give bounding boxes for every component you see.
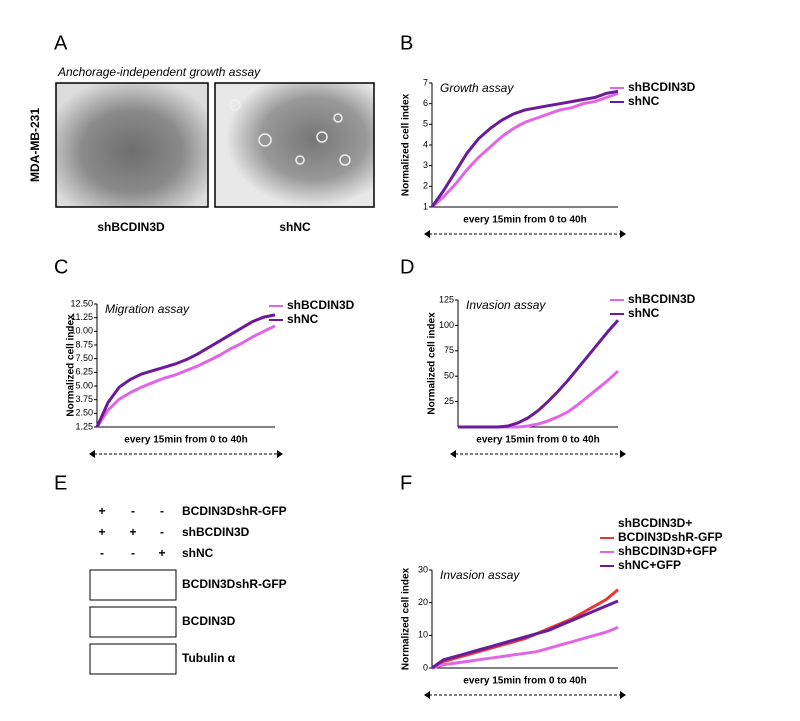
y-tick-label: 75 [444,345,454,355]
condition-sign: - [160,504,164,518]
panel-e [89,569,177,675]
y-tick-label: 10 [418,630,428,640]
y-tick-label: 11.25 [71,312,93,322]
condition-sign: + [98,504,105,518]
chart-title: Invasion assay [440,568,520,582]
y-tick-label: 1 [423,201,428,211]
panel-label: F [400,472,412,494]
y-tick-label: 50 [444,371,454,381]
y-tick-label: 125 [439,294,454,304]
y-tick-label: 5.00 [75,380,93,390]
y-axis-label: Normalized cell index [401,567,412,670]
y-tick-label: 4 [423,139,428,149]
legend-label: shNC [628,94,660,108]
panel-label: D [400,256,414,278]
legend-label: shBCDIN3D [628,292,696,306]
x-axis-label: every 15min from 0 to 40h [463,215,586,226]
chart-title: Migration assay [105,302,190,316]
series-line [430,89,619,208]
blot-label: BCDIN3DshR-GFP [182,577,287,591]
y-tick-label: 30 [418,564,428,574]
legend-line: shBCDIN3D+ [618,516,692,530]
blot-label: BCDIN3D [182,614,236,628]
y-tick-label: 8.75 [75,339,93,349]
series-line [458,369,620,429]
condition-sign: + [129,525,136,539]
x-axis-label: every 15min from 0 to 40h [463,676,586,687]
condition-sign: - [131,546,135,560]
series-line [431,625,619,670]
blot-box [89,606,177,638]
y-tick-label: 5 [423,119,428,129]
colony-image [214,82,375,208]
y-tick-label: 2 [423,181,428,191]
legend-label: shBCDIN3D+GFP [618,544,717,558]
y-tick-label: 12.50 [70,298,93,308]
series-line [431,91,619,209]
condition-label: BCDIN3DshR-GFP [182,504,287,518]
colonies [229,99,351,166]
y-axis-label: Normalized cell index [427,312,438,415]
panel-label: E [54,472,67,494]
legend-label: shBCDIN3D+ BCDIN3DshR-GFP [618,516,723,544]
y-tick-label: 7 [423,77,428,87]
condition-label: shBCDIN3D [182,525,250,539]
condition-sign: - [160,525,164,539]
y-tick-label: 3.75 [75,394,93,404]
legend-label: shNC [287,312,319,326]
y-tick-label: 0 [423,662,428,672]
y-tick-label: 6 [423,98,428,108]
condition-sign: + [98,525,105,539]
blot-box [89,643,177,675]
condition-sign: - [131,504,135,518]
x-axis-label: every 15min from 0 to 40h [476,435,599,446]
y-tick-label: 1.25 [75,421,93,431]
series-line [431,588,619,670]
y-tick-label: 10.00 [70,326,93,336]
condition-sign: + [158,546,165,560]
row-label: MDA-MB-231 [28,108,42,182]
y-axis-label: Normalized cell index [66,314,77,417]
panel-title: Anchorage-independent growth assay [57,65,261,79]
y-tick-label: 6.25 [75,367,93,377]
series-line [431,599,619,670]
panel-label: B [400,32,413,54]
panel-label: A [54,32,68,54]
series-line [458,319,620,429]
series-line [95,313,276,428]
image-caption: shBCDIN3D [97,220,165,234]
image-caption: shNC [279,220,311,234]
y-tick-label: 100 [439,320,454,330]
condition-sign: - [100,546,104,560]
y-axis-label: Normalized cell index [401,93,412,196]
legend-label: shNC [628,306,660,320]
blot-label: Tubulin α [182,651,236,665]
panel-label: C [54,256,68,278]
series-line [95,324,276,428]
chart-title: Invasion assay [466,298,546,312]
x-axis-label: every 15min from 0 to 40h [124,435,247,446]
legend-line: BCDIN3DshR-GFP [618,530,723,544]
y-tick-label: 2.50 [75,408,93,418]
y-tick-label: 20 [418,597,428,607]
legend-label: shNC+GFP [618,558,681,572]
y-tick-label: 25 [444,396,454,406]
y-tick-label: 3 [423,160,428,170]
y-tick-label: 7.50 [75,353,93,363]
legend-label: shBCDIN3D [287,298,355,312]
legend-label: shBCDIN3D [628,80,696,94]
blot-box [89,569,177,601]
condition-label: shNC [182,546,214,560]
colony-image [55,82,209,208]
chart-title: Growth assay [440,81,514,95]
